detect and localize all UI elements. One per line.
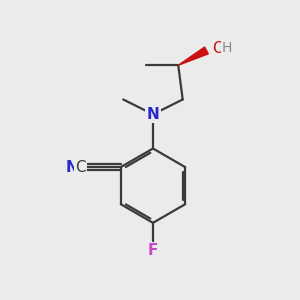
Text: N: N bbox=[66, 160, 79, 175]
Text: F: F bbox=[148, 243, 158, 258]
Polygon shape bbox=[178, 47, 208, 65]
Text: N: N bbox=[147, 107, 159, 122]
Text: C: C bbox=[75, 160, 86, 175]
Text: H: H bbox=[222, 41, 232, 55]
Text: O: O bbox=[212, 40, 224, 56]
